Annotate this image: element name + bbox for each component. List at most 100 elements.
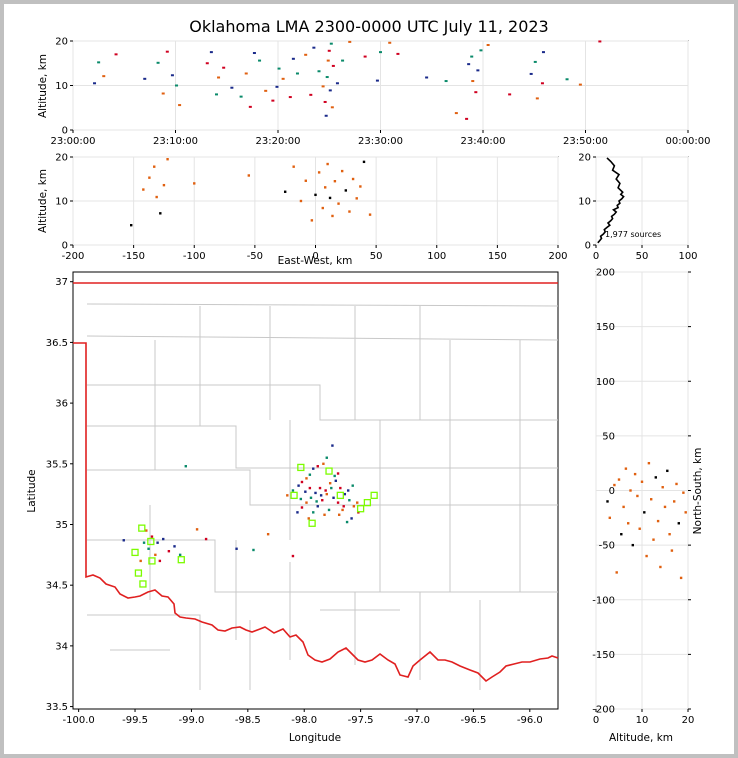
ns-altitude-source	[606, 500, 609, 503]
ns-altitude-source	[633, 472, 637, 476]
plan-view-source	[139, 559, 142, 563]
plan-view-source	[173, 545, 176, 548]
time-height-source	[217, 76, 221, 79]
time-height-source	[215, 93, 218, 96]
plan-view-source	[343, 492, 347, 496]
ew-altitude-source	[304, 179, 307, 182]
time-height-source	[328, 89, 332, 92]
plan-view-source	[327, 508, 331, 512]
time-height-source	[375, 79, 379, 82]
time-height-source	[325, 76, 329, 79]
ns-altitude-xtick-label: 10	[636, 715, 649, 726]
ew-altitude-source	[159, 212, 162, 215]
time-height-source	[470, 55, 474, 58]
time-height-source	[170, 74, 174, 77]
plan-view-source	[300, 480, 304, 484]
plan-view-source	[352, 505, 356, 508]
time-height-source	[161, 92, 165, 95]
ew-altitude-source	[153, 165, 156, 168]
time-height-source	[578, 83, 582, 86]
plan-view-source	[162, 537, 165, 541]
plan-view-xtick-label: -98.0	[291, 715, 317, 726]
plan-view-ticks: 33.5 34 34.5 35 35.5 36 36.5 37 -100.0 -99.5 -99.0…	[46, 277, 543, 726]
time-height-source	[467, 63, 471, 66]
ns-altitude-source	[643, 511, 646, 514]
ew-altitude-source	[344, 189, 348, 192]
time-height-source	[264, 89, 268, 92]
lma-station-marker	[147, 537, 155, 546]
time-height-ytick-label: 10	[55, 81, 68, 92]
time-height-source	[317, 70, 321, 73]
ew-altitude-source	[142, 188, 145, 191]
lma-stations	[131, 463, 378, 588]
time-height-source	[474, 91, 478, 94]
altitude-histogram-ytick-label: 20	[578, 153, 591, 164]
ns-altitude-source	[631, 543, 634, 547]
plan-view-axes	[72, 271, 559, 710]
plan-view-ytick-label: 35.5	[46, 459, 68, 470]
ew-altitude-source	[348, 210, 351, 213]
plan-view-source	[158, 559, 162, 563]
plan-view-ytick-label: 35	[55, 520, 68, 531]
ew-altitude-source	[299, 199, 303, 203]
plan-view-xtick-label: -96.0	[517, 715, 543, 726]
ew-altitude-source	[155, 195, 158, 199]
ns-altitude-ytick-label: -200	[592, 705, 615, 716]
ns-altitude-source	[652, 538, 655, 541]
altitude-histogram-xtick-label: 50	[636, 251, 649, 262]
ns-altitude-source	[682, 491, 685, 494]
ew-altitude-source	[193, 182, 196, 185]
plan-view-source	[336, 472, 340, 475]
plan-view-source	[297, 484, 300, 487]
time-height-source	[288, 96, 292, 99]
plan-view-xtick-label: -96.5	[460, 715, 486, 726]
ns-altitude-source	[638, 527, 641, 530]
ns-altitude-xtick-label: 20	[682, 715, 695, 726]
plan-view-source	[291, 554, 295, 558]
ns-altitude-source	[654, 476, 657, 479]
ns-altitude-ticks: -200 -150 -100 -50 0 50 100 150 200 0 10 20	[592, 268, 694, 727]
plan-view-source	[351, 484, 354, 487]
plan-view-source	[204, 537, 208, 541]
plan-view-source	[347, 489, 350, 492]
ew-altitude-source	[355, 197, 358, 200]
time-height-source	[205, 62, 209, 65]
altitude-histogram-panel: 0 10 20 0 50 100 1,977 sources	[578, 153, 697, 263]
plan-view-source	[315, 500, 318, 503]
ew-altitude-sources	[130, 158, 372, 227]
time-height-source	[396, 52, 400, 55]
plan-view-source	[299, 497, 303, 501]
ew-altitude-source	[328, 196, 332, 200]
ew-altitude-source	[247, 174, 251, 177]
ns-altitude-source	[656, 519, 660, 523]
plan-view-xtick-label: -100.0	[63, 715, 95, 726]
time-height-source	[341, 59, 345, 62]
plan-view-xtick-label: -97.0	[404, 715, 430, 726]
plan-view-source	[314, 491, 317, 495]
lma-station-marker	[139, 580, 147, 588]
plan-view-xtick-label: -97.5	[348, 715, 374, 726]
ns-altitude-source	[650, 498, 653, 501]
plan-view-sources	[122, 444, 360, 563]
ns-altitude-source	[659, 565, 662, 569]
plan-view-source	[291, 489, 295, 492]
ew-altitude-xtick-label: -50	[247, 251, 263, 262]
plan-view-source	[305, 501, 308, 504]
plan-view-source	[332, 496, 335, 499]
ew-altitude-source	[326, 162, 329, 166]
time-height-source	[479, 49, 483, 52]
ew-altitude-source	[359, 185, 362, 188]
lma-station-marker	[134, 569, 143, 577]
ns-altitude-ytick-label: -50	[599, 541, 615, 552]
time-height-source	[321, 85, 325, 88]
plan-view-source	[318, 486, 322, 490]
time-height-panel: 0 10 20 23:00:00 23:10:00 23:20:00 23:30:00 23:…	[37, 37, 710, 148]
ew-altitude-ytick-label: 20	[55, 153, 68, 164]
plan-view-source	[305, 477, 308, 480]
time-height-source	[327, 49, 331, 52]
ew-altitude-ytick-label: 10	[55, 197, 68, 208]
ew-altitude-xtick-label: 0	[312, 251, 318, 262]
altitude-histogram-ytick-label: 10	[578, 197, 591, 208]
time-height-source	[348, 40, 352, 43]
